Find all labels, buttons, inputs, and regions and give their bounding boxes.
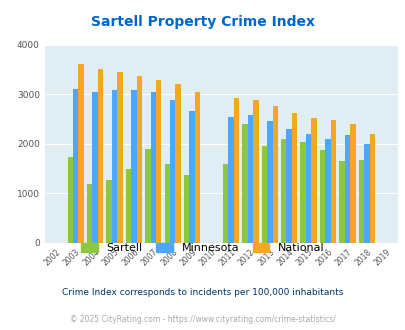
Bar [183,175,189,243]
Bar [266,121,272,243]
Bar [145,149,150,243]
Bar [189,112,194,243]
Bar [117,72,122,243]
Bar [131,90,136,243]
Bar [261,146,266,243]
Bar [73,89,78,243]
Bar [339,161,344,243]
Bar [319,150,324,243]
Bar [369,134,374,243]
Bar [92,92,98,243]
Bar [272,106,277,243]
Bar [78,64,84,243]
Bar [349,124,355,243]
Bar [247,115,252,243]
Bar [67,157,73,243]
Bar [175,84,181,243]
Bar [305,134,311,243]
Bar [164,164,170,243]
Bar [242,124,247,243]
Bar [106,180,111,243]
Bar [156,80,161,243]
Text: Sartell Property Crime Index: Sartell Property Crime Index [91,15,314,29]
Bar [170,100,175,243]
Bar [87,183,92,243]
Bar [311,118,316,243]
Bar [111,90,117,243]
Bar [358,160,363,243]
Bar [194,92,200,243]
Bar [363,144,369,243]
Bar [228,117,233,243]
Bar [324,139,330,243]
Bar [252,100,258,243]
Bar [136,76,142,243]
Text: © 2025 CityRating.com - https://www.cityrating.com/crime-statistics/: © 2025 CityRating.com - https://www.city… [70,315,335,324]
Text: Crime Index corresponds to incidents per 100,000 inhabitants: Crime Index corresponds to incidents per… [62,287,343,297]
Bar [98,69,103,243]
Bar [344,135,349,243]
Bar [233,98,239,243]
Legend: Sartell, Minnesota, National: Sartell, Minnesota, National [78,240,327,257]
Bar [300,142,305,243]
Bar [222,164,228,243]
Bar [286,129,291,243]
Bar [280,139,286,243]
Bar [291,114,296,243]
Bar [150,92,156,243]
Bar [330,120,335,243]
Bar [126,169,131,243]
